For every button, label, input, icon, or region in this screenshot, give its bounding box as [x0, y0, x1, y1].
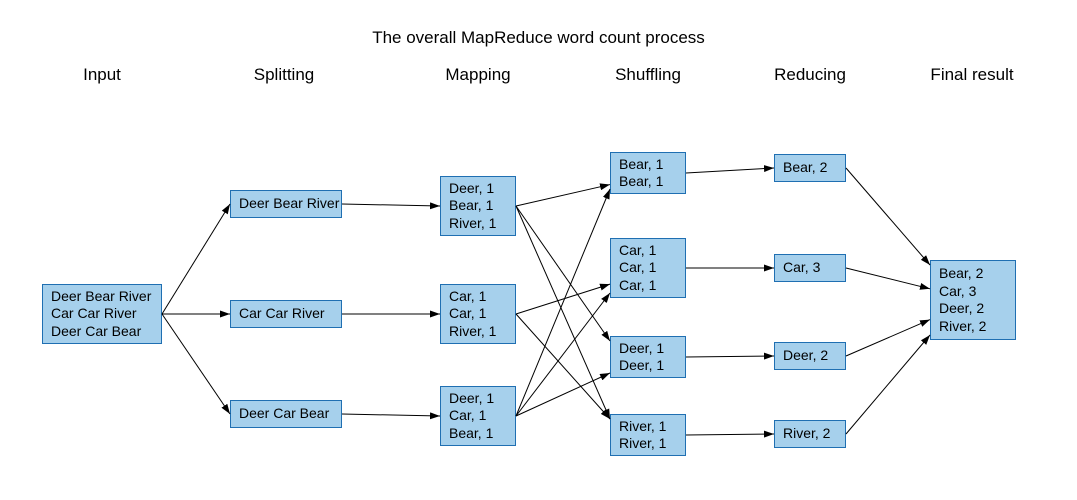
- node-mp0-line: Bear, 1: [449, 197, 507, 215]
- node-rd0: Bear, 2: [774, 154, 846, 182]
- node-rd2: Deer, 2: [774, 342, 846, 370]
- node-sp1: Car Car River: [230, 300, 342, 328]
- edge-mp1-sh3: [516, 314, 610, 419]
- node-sp1-line: Car Car River: [239, 305, 333, 323]
- edge-rd0-fn0: [846, 168, 930, 265]
- edge-rd3-fn0: [846, 335, 930, 434]
- edge-mp2-sh2: [516, 373, 610, 416]
- node-sh2-line: Deer, 1: [619, 357, 677, 375]
- node-sp2: Deer Car Bear: [230, 400, 342, 428]
- edge-mp0-sh0: [516, 185, 610, 206]
- node-rd1-line: Car, 3: [783, 259, 837, 277]
- node-fn0-line: Deer, 2: [939, 300, 1007, 318]
- node-sh2-line: Deer, 1: [619, 340, 677, 358]
- diagram-title: The overall MapReduce word count process: [0, 28, 1077, 48]
- node-mp0-line: Deer, 1: [449, 180, 507, 198]
- node-in0-line: Deer Bear River: [51, 288, 153, 306]
- node-sh1-line: Car, 1: [619, 242, 677, 260]
- node-mp2-line: Deer, 1: [449, 390, 507, 408]
- edge-in0-sp2: [162, 314, 230, 414]
- edge-sh0-rd0: [686, 168, 774, 173]
- node-sp0: Deer Bear River: [230, 190, 342, 218]
- node-fn0-line: Bear, 2: [939, 265, 1007, 283]
- node-sh3: River, 1River, 1: [610, 414, 686, 456]
- node-sh0: Bear, 1Bear, 1: [610, 152, 686, 194]
- node-mp2-line: Bear, 1: [449, 425, 507, 443]
- node-sh0-line: Bear, 1: [619, 173, 677, 191]
- node-mp2-line: Car, 1: [449, 407, 507, 425]
- node-fn0-line: Car, 3: [939, 283, 1007, 301]
- stage-label-map: Mapping: [445, 65, 510, 85]
- node-sp2-line: Deer Car Bear: [239, 405, 333, 423]
- node-mp0-line: River, 1: [449, 215, 507, 233]
- node-mp1-line: River, 1: [449, 323, 507, 341]
- node-rd0-line: Bear, 2: [783, 159, 837, 177]
- node-sh2: Deer, 1Deer, 1: [610, 336, 686, 378]
- stage-label-final: Final result: [930, 65, 1013, 85]
- edge-mp1-sh1: [516, 284, 610, 314]
- edge-rd1-fn0: [846, 268, 930, 289]
- edge-in0-sp0: [162, 204, 230, 314]
- edge-sp0-mp0: [342, 204, 440, 206]
- node-in0-line: Deer Car Bear: [51, 323, 153, 341]
- arrow-layer: [0, 0, 1077, 500]
- node-mp0: Deer, 1Bear, 1River, 1: [440, 176, 516, 236]
- edge-mp2-sh0: [516, 189, 610, 416]
- node-in0-line: Car Car River: [51, 305, 153, 323]
- node-in0: Deer Bear RiverCar Car RiverDeer Car Bea…: [42, 284, 162, 344]
- node-fn0: Bear, 2Car, 3Deer, 2River, 2: [930, 260, 1016, 340]
- node-sh3-line: River, 1: [619, 418, 677, 436]
- edge-rd2-fn0: [846, 320, 930, 356]
- node-sp0-line: Deer Bear River: [239, 195, 333, 213]
- stage-label-split: Splitting: [254, 65, 314, 85]
- edge-sh2-rd2: [686, 356, 774, 357]
- node-mp1: Car, 1Car, 1River, 1: [440, 284, 516, 344]
- node-rd1: Car, 3: [774, 254, 846, 282]
- node-mp1-line: Car, 1: [449, 288, 507, 306]
- node-mp2: Deer, 1Car, 1Bear, 1: [440, 386, 516, 446]
- node-sh1-line: Car, 1: [619, 259, 677, 277]
- edge-sp2-mp2: [342, 414, 440, 416]
- node-sh1: Car, 1Car, 1Car, 1: [610, 238, 686, 298]
- edge-mp0-sh3: [516, 206, 610, 419]
- node-rd3-line: River, 2: [783, 425, 837, 443]
- edge-mp2-sh1: [516, 293, 610, 416]
- node-sh0-line: Bear, 1: [619, 156, 677, 174]
- node-sh1-line: Car, 1: [619, 277, 677, 295]
- stage-label-reduce: Reducing: [774, 65, 846, 85]
- stage-label-input: Input: [83, 65, 121, 85]
- node-fn0-line: River, 2: [939, 318, 1007, 336]
- edge-sh3-rd3: [686, 434, 774, 435]
- node-rd3: River, 2: [774, 420, 846, 448]
- stage-label-shuffle: Shuffling: [615, 65, 681, 85]
- node-rd2-line: Deer, 2: [783, 347, 837, 365]
- node-mp1-line: Car, 1: [449, 305, 507, 323]
- node-sh3-line: River, 1: [619, 435, 677, 453]
- edge-mp0-sh2: [516, 206, 610, 341]
